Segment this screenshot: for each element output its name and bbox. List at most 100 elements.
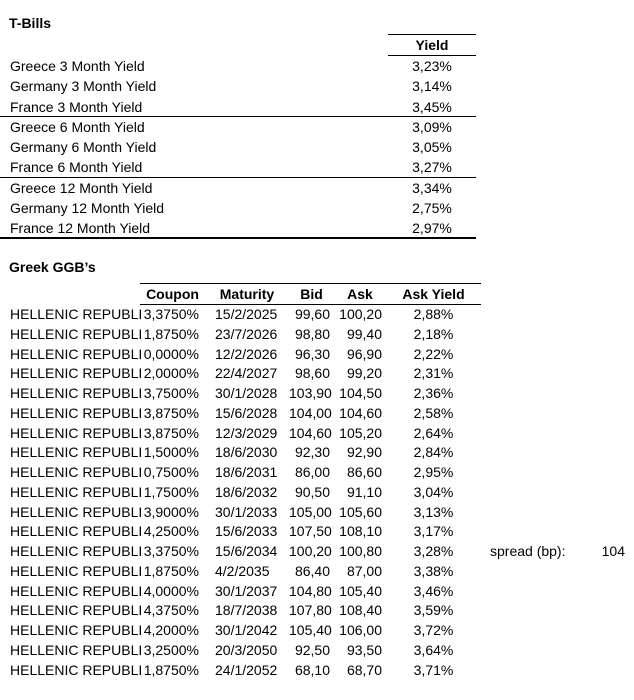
ggb-cell-coupon: 4,2500% [143,523,199,540]
ggb-cell-bid: 86,00 [294,464,330,480]
tbills-row-yield-value: 3,05% [412,139,452,156]
ggb-cell-coupon: 3,7500% [143,385,199,401]
ggb-cell-issuer-name: HELLENIC REPUBLI [10,582,143,599]
spread-annotation: spread (bp): 104 [490,542,625,562]
ggb-bond-row: HELLENIC REPUBLI 4,2500% 15/6/2033 107,5… [0,522,481,542]
ggb-cell-maturity: 18/6/2031 [215,464,278,480]
ggb-cell-ask: 105,40 [339,582,382,599]
tbills-row-yield-value: 3,09% [412,118,452,135]
tbills-row: Germany 3 Month Yield 3,14% [0,76,476,96]
ggb-column-header-ask-yield: Ask Yield [386,283,481,305]
ggb-cell-issuer-name: HELLENIC REPUBLI [10,424,143,441]
ggb-cell-issuer-name: HELLENIC REPUBLI [10,404,143,421]
ggb-cell-maturity: 30/1/2033 [215,503,278,520]
ggb-cell-ask: 99,40 [346,325,382,342]
ggb-cell-maturity: 15/6/2028 [215,404,278,421]
ggb-bond-row: HELLENIC REPUBLI 3,3750% 15/6/2034 100,2… [0,542,481,562]
ggb-cell-ask-yield: 3,71% [413,661,454,678]
ggb-cell-ask: 105,20 [339,424,382,441]
ggb-cell-issuer-name: HELLENIC REPUBLI [10,503,143,520]
ggb-cell-issuer-name: HELLENIC REPUBLI [10,523,143,540]
tbills-header-spacer [0,34,388,56]
ggb-cell-maturity: 30/1/2037 [215,582,278,599]
ggb-cell-issuer-name: HELLENIC REPUBLI [10,562,143,579]
tbills-row: Greece 12 Month Yield 3,34% [0,178,476,198]
ggb-cell-bid: 100,20 [289,543,332,559]
ggb-cell-bid: 105,00 [289,503,332,520]
ggb-bond-row: HELLENIC REPUBLI 3,8750% 15/6/2028 104,0… [0,404,481,424]
ggb-cell-ask: 96,90 [346,345,382,362]
ggb-column-header-ask: Ask [334,283,386,305]
tbills-row-yield-value: 3,23% [412,58,452,74]
tbills-row-label: Greece 12 Month Yield [10,179,153,196]
ggb-section-title: Greek GGB’s [9,259,96,275]
ggb-cell-ask-yield: 3,64% [413,641,454,658]
tbills-row: France 3 Month Yield 3,45% [0,97,476,117]
tbills-row-label: Germany 3 Month Yield [10,78,157,95]
ggb-cell-coupon: 3,3750% [143,306,199,322]
ggb-cell-maturity: 24/1/2052 [215,661,278,678]
ggb-header-row: Coupon Maturity Bid Ask Ask Yield [0,283,481,305]
ggb-cell-bid: 103,90 [289,385,332,401]
ggb-cell-bid: 92,50 [294,641,330,658]
ggb-cell-coupon: 1,8750% [143,661,199,678]
ggb-cell-coupon: 4,0000% [143,582,199,599]
ggb-cell-issuer-name: HELLENIC REPUBLI [10,464,143,480]
tbills-row-yield-value: 2,75% [412,200,452,217]
ggb-bond-row: HELLENIC REPUBLI 3,2500% 20/3/2050 92,50… [0,641,481,661]
tbills-row-yield-value: 3,45% [412,98,452,115]
tbills-row: France 12 Month Yield 2,97% [0,218,476,239]
ggb-cell-ask-yield: 3,59% [413,602,454,619]
ggb-cell-bid: 104,60 [289,424,332,441]
ggb-cell-issuer-name: HELLENIC REPUBLI [10,365,143,382]
ggb-cell-ask-yield: 3,38% [413,562,454,579]
ggb-bond-row: HELLENIC REPUBLI 3,7500% 30/1/2028 103,9… [0,384,481,404]
tbills-yield-column-header: Yield [388,34,476,56]
ggb-cell-bid: 68,10 [294,661,330,678]
ggb-cell-coupon: 0,7500% [143,464,199,480]
ggb-cell-bid: 105,40 [289,622,332,638]
ggb-cell-maturity: 15/6/2034 [215,543,278,559]
ggb-cell-ask: 99,20 [346,365,382,382]
ggb-cell-issuer-name: HELLENIC REPUBLI [10,602,143,619]
ggb-bond-row: HELLENIC REPUBLI 4,3750% 18/7/2038 107,8… [0,601,481,621]
ggb-cell-ask: 68,70 [346,661,382,678]
ggb-cell-ask-yield: 3,04% [413,483,454,500]
ggb-column-header-bid: Bid [289,283,334,305]
ggb-cell-ask-yield: 3,13% [413,503,454,520]
ggb-cell-issuer-name: HELLENIC REPUBLI [10,444,143,461]
ggb-cell-issuer-name: HELLENIC REPUBLI [10,543,143,559]
ggb-cell-bid: 107,50 [289,523,332,540]
tbills-row-yield-value: 3,27% [412,159,452,176]
ggb-cell-coupon: 1,8750% [143,325,199,342]
ggb-cell-maturity: 15/2/2025 [215,306,278,322]
ggb-cell-maturity: 15/6/2033 [215,523,278,540]
ggb-cell-ask-yield: 2,64% [413,424,454,441]
ggb-cell-bid: 98,80 [294,325,330,342]
ggb-cell-issuer-name: HELLENIC REPUBLI [10,661,143,678]
ggb-cell-ask-yield: 2,84% [413,444,454,461]
tbills-table: Yield Greece 3 Month Yield 3,23% Germany… [0,34,476,239]
ggb-bond-row: HELLENIC REPUBLI 3,3750% 15/2/2025 99,60… [0,305,481,325]
tbills-row: Germany 12 Month Yield 2,75% [0,198,476,218]
ggb-cell-ask-yield: 2,58% [413,404,454,421]
ggb-cell-ask-yield: 3,17% [413,523,454,540]
ggb-cell-ask: 108,40 [339,602,382,619]
ggb-cell-ask-yield: 2,18% [413,325,454,342]
ggb-cell-maturity: 30/1/2028 [215,385,278,401]
tbills-row-label: France 12 Month Yield [10,220,151,237]
ggb-cell-ask: 105,60 [339,503,382,520]
ggb-cell-ask: 100,20 [339,306,382,322]
ggb-cell-maturity: 30/1/2042 [215,622,278,638]
ggb-bond-row: HELLENIC REPUBLI 1,8750% 24/1/2052 68,10… [0,661,481,681]
ggb-cell-bid: 107,80 [289,602,332,619]
ggb-bond-row: HELLENIC REPUBLI 0,0000% 12/2/2026 96,30… [0,345,481,365]
ggb-cell-issuer-name: HELLENIC REPUBLI [10,483,143,500]
ggb-cell-ask-yield: 2,36% [413,385,454,401]
ggb-header-spacer [0,283,140,305]
tbills-row-yield-value: 2,97% [412,220,452,237]
tbills-header-row: Yield [0,34,476,56]
ggb-cell-issuer-name: HELLENIC REPUBLI [10,641,143,658]
ggb-bond-row: HELLENIC REPUBLI 0,7500% 18/6/2031 86,00… [0,463,481,483]
